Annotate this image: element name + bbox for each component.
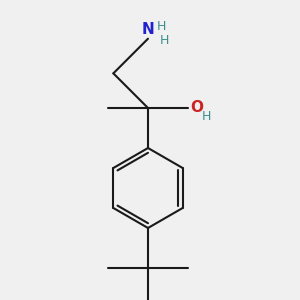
Text: N: N (142, 22, 154, 37)
Text: H: H (202, 110, 211, 122)
Text: H: H (160, 34, 169, 47)
Text: H: H (157, 20, 166, 33)
Text: O: O (190, 100, 203, 116)
